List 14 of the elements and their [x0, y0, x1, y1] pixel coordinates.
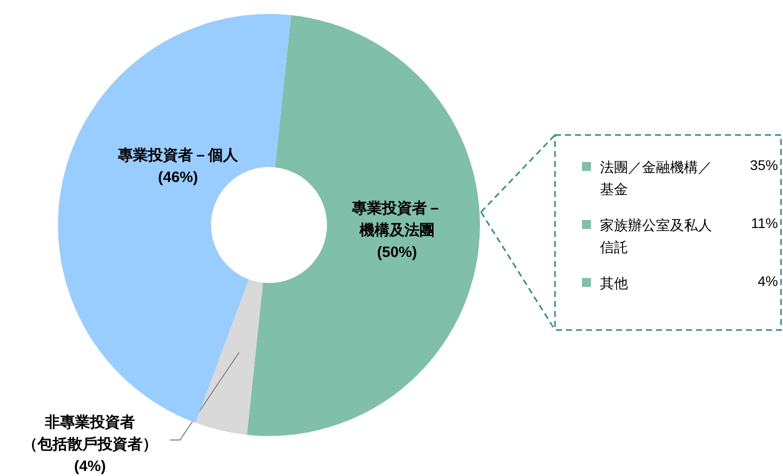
donut-slice: [246, 15, 480, 436]
category-label: 其他: [600, 275, 628, 291]
data-label: (46%): [158, 169, 198, 186]
slice-label: 專業投資者－個人: [117, 147, 239, 164]
data-label: 11%: [751, 215, 778, 231]
data-label: 4%: [758, 273, 778, 289]
category-label: 法團／金融機構／基金: [600, 159, 712, 197]
category-label: 家族辦公室及私人信託: [600, 217, 712, 255]
data-label: (4%): [74, 458, 106, 475]
donut-slice: [195, 279, 263, 435]
slice-label: 專業投資者－機構及法團: [351, 200, 442, 239]
data-label: 35%: [750, 157, 778, 173]
slice-label: 非專業投資者（包括散戶投資者）: [22, 414, 158, 453]
data-label: (50%): [376, 244, 418, 261]
